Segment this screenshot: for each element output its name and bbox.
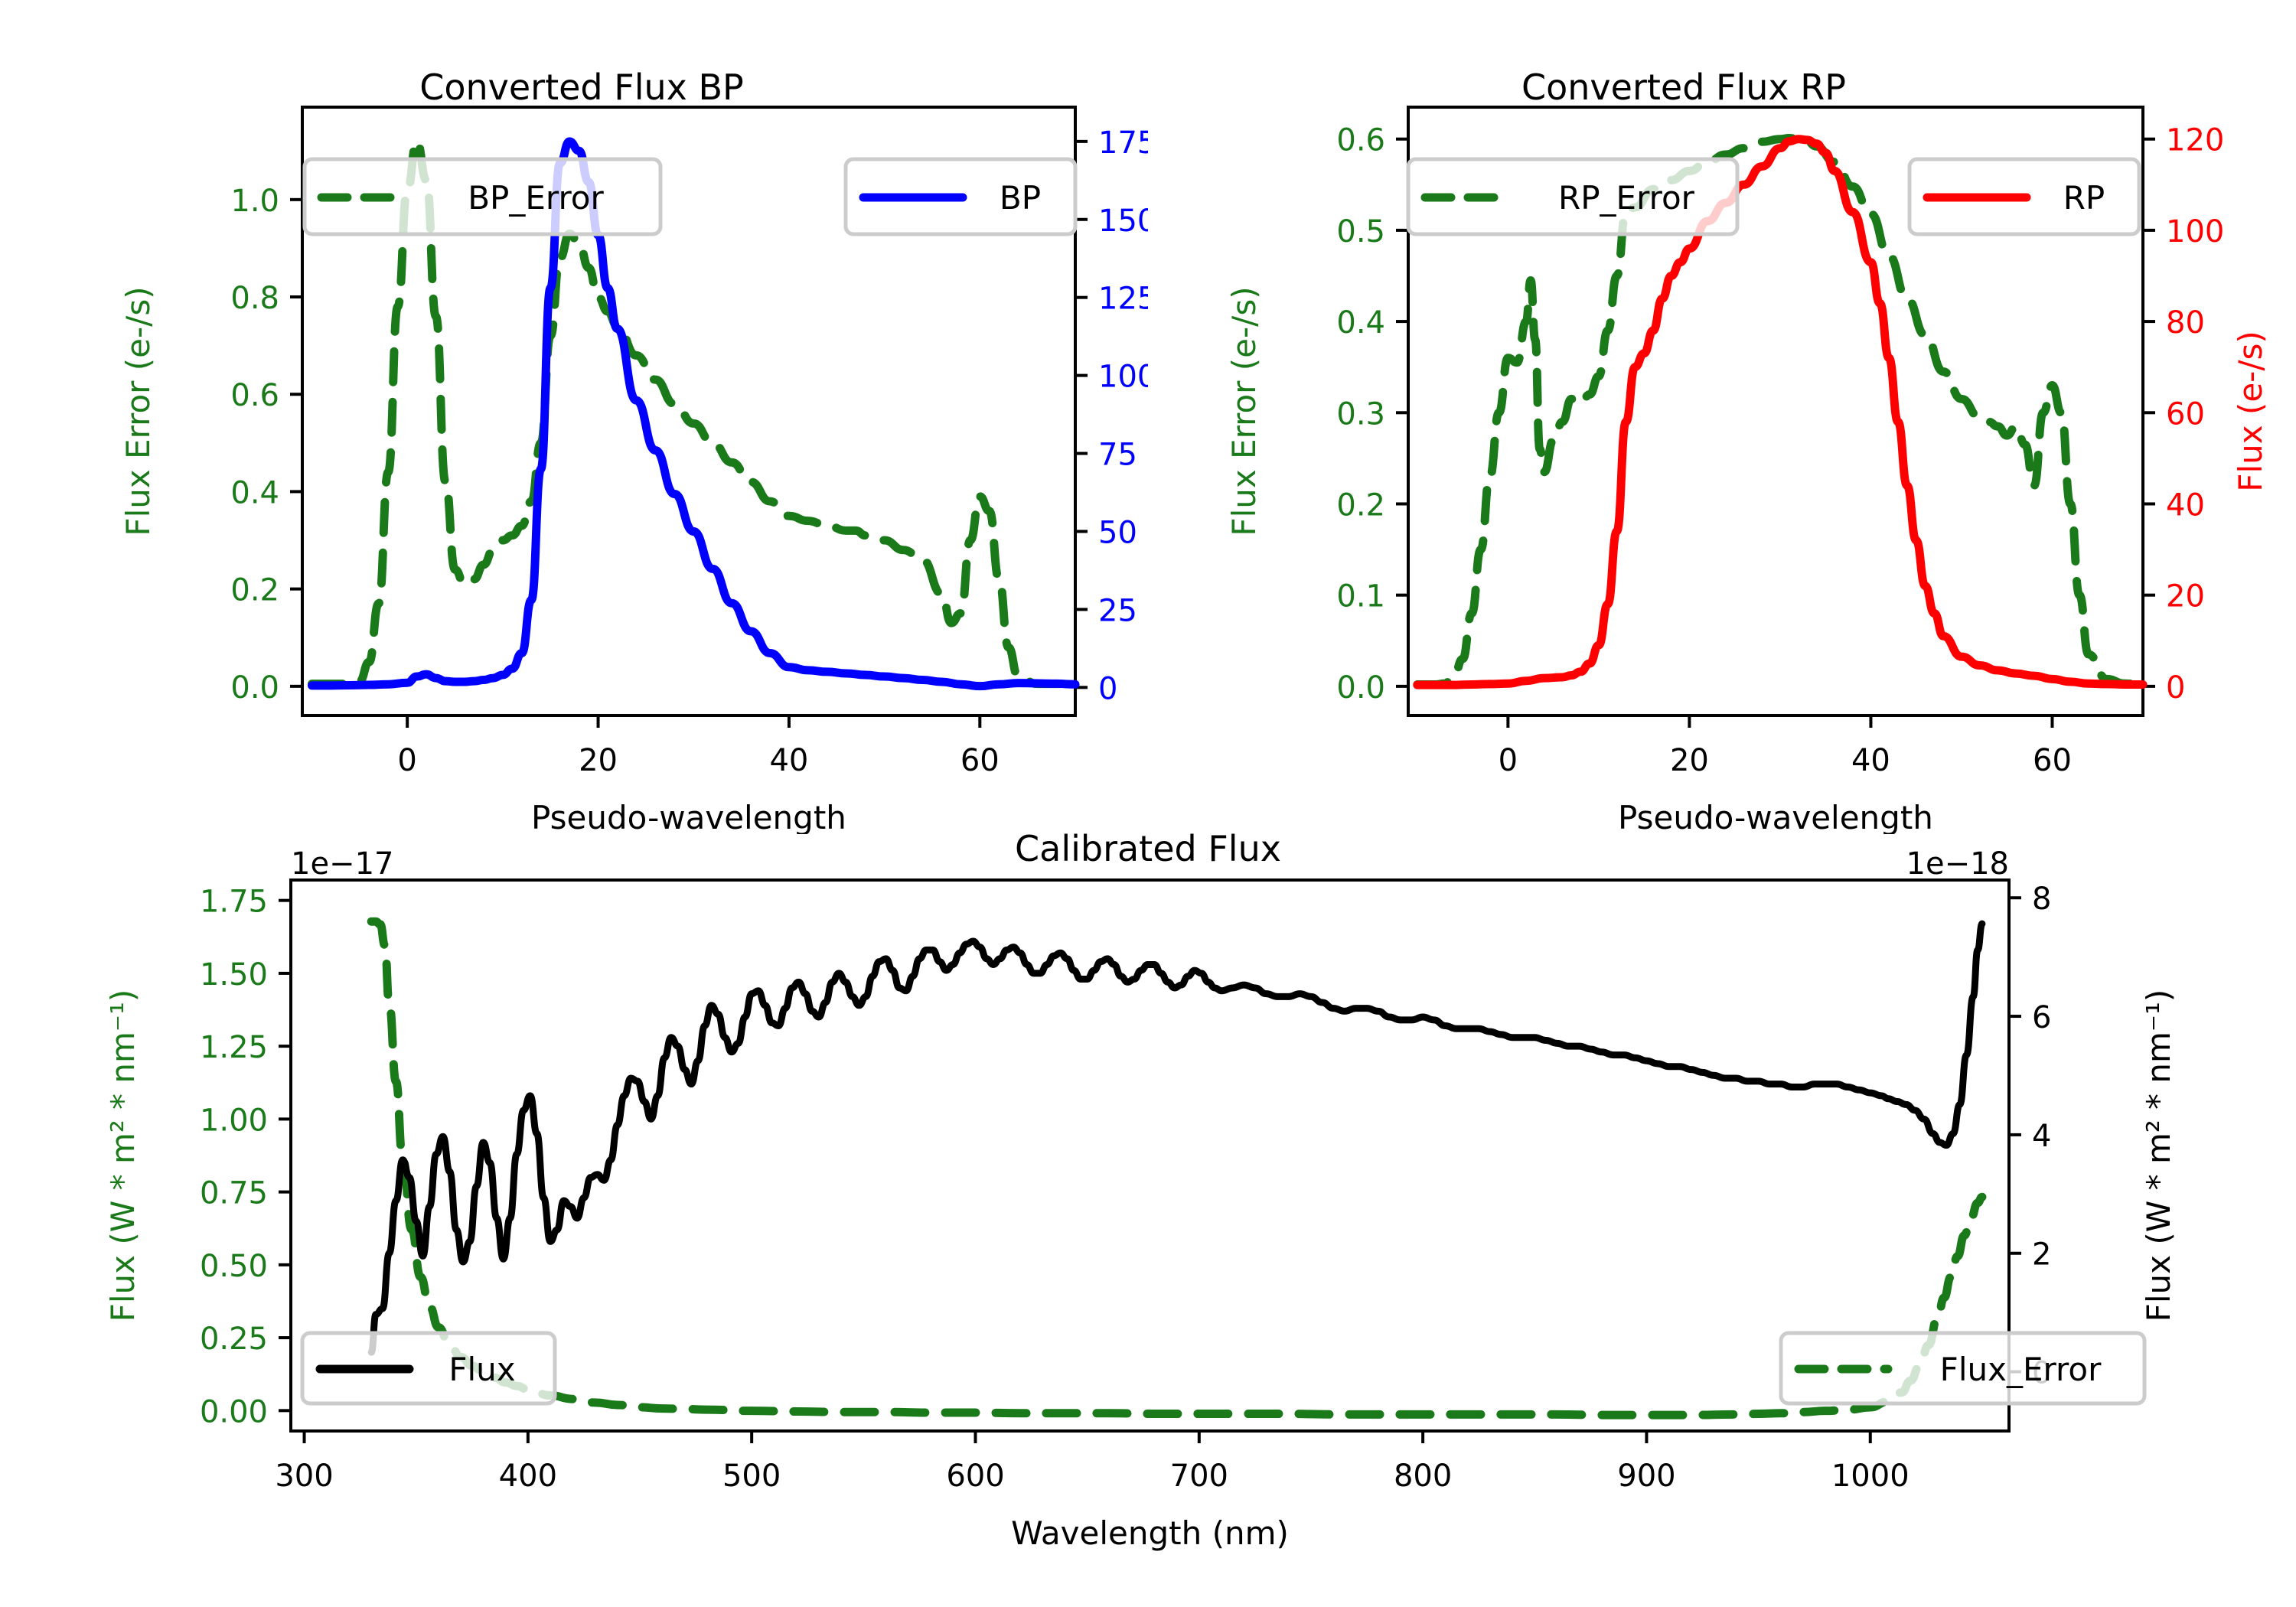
bp-ytick-right-label: 0 <box>1098 671 1117 706</box>
bp-ytick-right-label: 100 <box>1098 360 1148 395</box>
bp-ytick-right-label: 50 <box>1098 515 1137 550</box>
rp-yaxis-left-label: Flux Error (e-/s) <box>1225 286 1263 536</box>
cal-ytick-right-label: 4 <box>2032 1119 2051 1154</box>
cal-xtick-label: 900 <box>1617 1459 1675 1494</box>
rp-legend-label: RP <box>2063 179 2105 217</box>
cal-yaxis-left-label: Flux (W * m² * nm⁻¹) <box>104 989 142 1322</box>
rp-yaxis-right-label: Flux (e-/s) <box>2232 331 2269 491</box>
cal-xaxis-label: Wavelength (nm) <box>1011 1514 1289 1552</box>
panel-converted-flux-bp: Converted Flux BP 0 20 40 60 0.0 0.2 0.4 0.6 0.8… <box>119 67 1148 834</box>
rp-ytick-right-label: 100 <box>2166 214 2224 249</box>
bp-xtick-label: 0 <box>397 743 416 778</box>
rp-ytick-right-label: 0 <box>2166 670 2185 706</box>
bp-ytick-left-label: 0.2 <box>230 573 279 608</box>
cal-ytick-right-label: 8 <box>2032 882 2051 917</box>
cal-xtick-label: 1000 <box>1831 1459 1910 1494</box>
cal-ytick-left-label: 0.75 <box>200 1176 268 1211</box>
cal-yaxis-right-label: Flux (W * m² * nm⁻¹) <box>2140 989 2177 1322</box>
cal-xtick-label: 500 <box>722 1459 781 1494</box>
cal-flux-legend-label: Flux <box>448 1351 515 1388</box>
bp-panel-title: Converted Flux BP <box>419 67 744 108</box>
bp-error-legend-box[interactable] <box>302 157 663 236</box>
bp-legend-label: BP <box>1000 179 1041 217</box>
rp-ytick-left-label: 0.3 <box>1336 396 1385 432</box>
bp-plot-frame <box>301 106 1077 717</box>
rp-ytick-right-label: 80 <box>2166 305 2205 341</box>
rp-ytick-left-label: 0.2 <box>1336 487 1385 523</box>
bp-series-bp_error <box>307 137 1080 689</box>
cal-ytick-right-label: 6 <box>2032 1000 2051 1035</box>
rp-xtick-label: 40 <box>1851 743 1890 778</box>
cal-xtick-label: 600 <box>946 1459 1004 1494</box>
rp-ytick-left-label: 0.4 <box>1336 305 1385 341</box>
rp-ytick-right-label: 40 <box>2166 487 2205 523</box>
rp-ytick-left-label: 0.1 <box>1336 579 1385 614</box>
cal-series-flux_error <box>367 917 1987 1420</box>
cal-left-offset-text: 1e−17 <box>291 846 393 882</box>
cal-ytick-left-label: 1.00 <box>200 1103 268 1138</box>
cal-xtick-label: 800 <box>1394 1459 1452 1494</box>
cal-plot-frame <box>289 878 2011 1433</box>
panel-calibrated-flux: Calibrated Flux 1e−17 1e−18 300 400 500 600… <box>104 828 2177 1552</box>
cal-right-offset-text: 1e−18 <box>1906 846 2009 882</box>
cal-ytick-left-label: 1.50 <box>200 957 268 993</box>
bp-ytick-left-label: 1.0 <box>230 184 279 219</box>
cal-xtick-label: 300 <box>275 1459 333 1494</box>
bp-ytick-left-label: 0.6 <box>230 378 279 413</box>
rp-series-rp_error <box>1413 134 2148 689</box>
cal-flux-legend-box[interactable] <box>300 1331 557 1406</box>
rp-series-rp <box>1413 135 2148 689</box>
bp-ytick-left-label: 0.8 <box>230 281 279 316</box>
cal-ytick-left-label: 0.50 <box>200 1249 268 1284</box>
bp-ytick-right-label: 125 <box>1098 282 1148 317</box>
cal-series-flux <box>367 920 1986 1356</box>
bp-ytick-right-label: 150 <box>1098 204 1148 239</box>
bp-xtick-label: 60 <box>960 743 1000 778</box>
rp-ytick-left-label: 0.0 <box>1336 670 1385 706</box>
bp-ytick-right-label: 25 <box>1098 593 1137 628</box>
rp-error-legend-box[interactable] <box>1406 157 1740 236</box>
rp-ytick-right-label: 60 <box>2166 396 2205 432</box>
cal-xtick-label: 700 <box>1170 1459 1228 1494</box>
rp-ytick-right-label: 120 <box>2166 123 2224 158</box>
rp-xaxis-label: Pseudo-wavelength <box>1618 799 1933 834</box>
rp-ytick-left-label: 0.6 <box>1336 123 1385 158</box>
rp-ytick-left-label: 0.5 <box>1336 214 1385 249</box>
bp-xtick-label: 40 <box>769 743 808 778</box>
rp-error-legend-label: RP_Error <box>1558 179 1695 217</box>
bp-xaxis-label: Pseudo-wavelength <box>531 799 846 834</box>
rp-xtick-label: 60 <box>2033 743 2072 778</box>
bp-yaxis-left-label: Flux Error (e-/s) <box>119 286 157 536</box>
bp-xtick-label: 20 <box>579 743 618 778</box>
bp-ytick-left-label: 0.4 <box>230 475 279 510</box>
rp-xtick-label: 20 <box>1670 743 1709 778</box>
bp-error-legend-label: BP_Error <box>468 179 604 217</box>
panel-converted-flux-rp: Converted Flux RP 0 20 40 60 0.0 0.1 0.2 0.3 0.4… <box>1225 67 2269 834</box>
cal-fluxerror-legend-label: Flux_Error <box>1940 1351 2102 1388</box>
cal-ytick-left-label: 1.75 <box>200 885 268 920</box>
cal-xtick-label: 400 <box>499 1459 557 1494</box>
cal-ytick-right-label: 2 <box>2032 1237 2051 1273</box>
rp-xtick-label: 0 <box>1499 743 1518 778</box>
cal-ytick-left-label: 1.25 <box>200 1030 268 1065</box>
bp-ytick-right-label: 75 <box>1098 438 1137 473</box>
cal-ytick-left-label: 0.25 <box>200 1322 268 1357</box>
bp-ytick-right-label: 175 <box>1098 125 1148 161</box>
rp-ytick-right-label: 20 <box>2166 579 2205 614</box>
rp-panel-title: Converted Flux RP <box>1521 67 1846 108</box>
cal-panel-title: Calibrated Flux <box>1015 828 1281 869</box>
cal-fluxerror-legend-box[interactable] <box>1779 1331 2147 1406</box>
cal-ytick-left-label: 0.00 <box>200 1394 268 1429</box>
bp-ytick-left-label: 0.0 <box>230 670 279 706</box>
